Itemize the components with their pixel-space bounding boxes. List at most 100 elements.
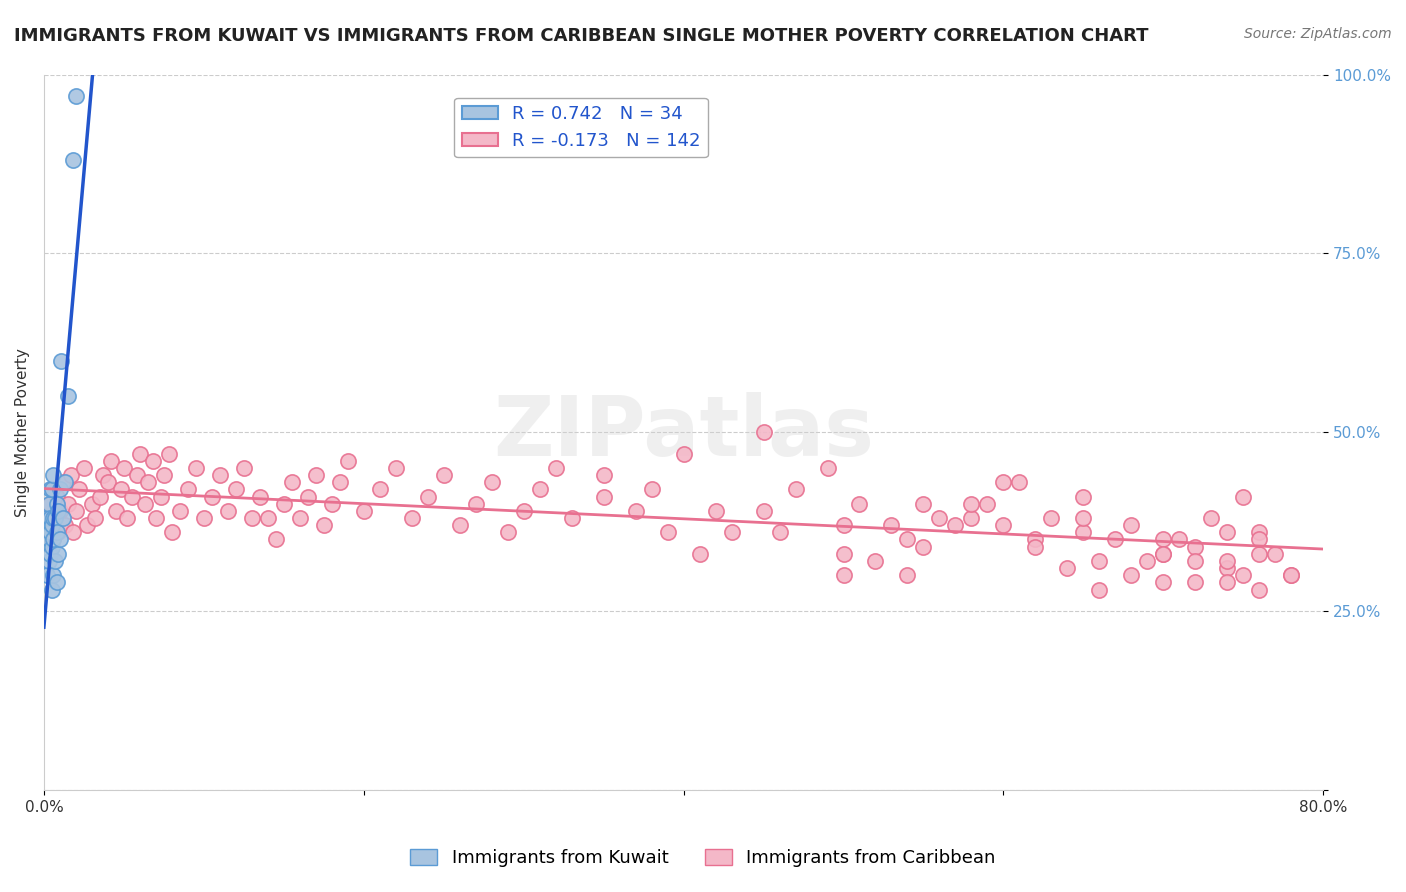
Point bbox=[46, 547, 69, 561]
Point bbox=[1073, 490, 1095, 504]
Point bbox=[45, 497, 67, 511]
Point bbox=[865, 554, 887, 568]
Point bbox=[1264, 547, 1286, 561]
Point bbox=[1168, 533, 1191, 547]
Point bbox=[336, 454, 359, 468]
Point bbox=[38, 554, 60, 568]
Legend: R = 0.742   N = 34, R = -0.173   N = 142: R = 0.742 N = 34, R = -0.173 N = 142 bbox=[454, 98, 709, 157]
Point bbox=[329, 475, 352, 490]
Point bbox=[121, 490, 143, 504]
Point bbox=[1201, 511, 1223, 525]
Point bbox=[45, 575, 67, 590]
Point bbox=[481, 475, 503, 490]
Point bbox=[288, 511, 311, 525]
Point bbox=[464, 497, 486, 511]
Point bbox=[1152, 547, 1174, 561]
Point bbox=[689, 547, 711, 561]
Point bbox=[91, 468, 114, 483]
Point bbox=[76, 518, 98, 533]
Point bbox=[35, 568, 58, 582]
Point bbox=[704, 504, 727, 518]
Point bbox=[1216, 525, 1239, 540]
Point bbox=[41, 483, 63, 497]
Point bbox=[368, 483, 391, 497]
Point bbox=[832, 568, 855, 582]
Point bbox=[62, 153, 84, 168]
Text: ZIPatlas: ZIPatlas bbox=[494, 392, 875, 473]
Point bbox=[1279, 568, 1302, 582]
Point bbox=[1121, 518, 1143, 533]
Point bbox=[1024, 533, 1046, 547]
Point bbox=[41, 483, 63, 497]
Point bbox=[912, 497, 935, 511]
Point bbox=[1152, 547, 1174, 561]
Point bbox=[52, 511, 75, 525]
Point bbox=[110, 483, 132, 497]
Point bbox=[752, 504, 775, 518]
Point bbox=[39, 497, 62, 511]
Legend: Immigrants from Kuwait, Immigrants from Caribbean: Immigrants from Kuwait, Immigrants from … bbox=[404, 841, 1002, 874]
Point bbox=[896, 568, 918, 582]
Point bbox=[42, 568, 65, 582]
Point bbox=[115, 511, 138, 525]
Point bbox=[1056, 561, 1078, 575]
Point bbox=[44, 511, 66, 525]
Point bbox=[1184, 575, 1206, 590]
Point bbox=[1088, 582, 1111, 597]
Point bbox=[35, 511, 58, 525]
Point bbox=[208, 468, 231, 483]
Point bbox=[321, 497, 343, 511]
Point bbox=[1184, 540, 1206, 554]
Point bbox=[38, 497, 60, 511]
Point bbox=[41, 582, 63, 597]
Point bbox=[1008, 475, 1031, 490]
Point bbox=[896, 533, 918, 547]
Point bbox=[142, 454, 165, 468]
Point bbox=[960, 511, 983, 525]
Point bbox=[45, 490, 67, 504]
Point bbox=[225, 483, 247, 497]
Point bbox=[1249, 525, 1271, 540]
Point bbox=[297, 490, 319, 504]
Point bbox=[125, 468, 148, 483]
Point bbox=[49, 533, 72, 547]
Point bbox=[39, 483, 62, 497]
Point bbox=[39, 525, 62, 540]
Point bbox=[1073, 511, 1095, 525]
Point bbox=[264, 533, 287, 547]
Point bbox=[433, 468, 456, 483]
Point bbox=[39, 547, 62, 561]
Point bbox=[60, 468, 83, 483]
Point bbox=[38, 518, 60, 533]
Point bbox=[1232, 490, 1254, 504]
Point bbox=[848, 497, 870, 511]
Point bbox=[720, 525, 742, 540]
Point bbox=[240, 511, 263, 525]
Point bbox=[401, 511, 423, 525]
Point bbox=[62, 525, 84, 540]
Point bbox=[49, 483, 72, 497]
Point bbox=[496, 525, 519, 540]
Point bbox=[1040, 511, 1063, 525]
Point bbox=[42, 533, 65, 547]
Point bbox=[592, 490, 614, 504]
Point bbox=[149, 490, 172, 504]
Point bbox=[49, 504, 72, 518]
Point bbox=[993, 475, 1015, 490]
Text: IMMIGRANTS FROM KUWAIT VS IMMIGRANTS FROM CARIBBEAN SINGLE MOTHER POVERTY CORREL: IMMIGRANTS FROM KUWAIT VS IMMIGRANTS FRO… bbox=[14, 27, 1149, 45]
Point bbox=[65, 504, 87, 518]
Point bbox=[217, 504, 239, 518]
Point bbox=[1073, 525, 1095, 540]
Point bbox=[46, 525, 69, 540]
Point bbox=[112, 461, 135, 475]
Point bbox=[529, 483, 551, 497]
Point bbox=[256, 511, 278, 525]
Point bbox=[384, 461, 406, 475]
Point bbox=[1279, 568, 1302, 582]
Point bbox=[752, 425, 775, 440]
Point bbox=[912, 540, 935, 554]
Point bbox=[785, 483, 807, 497]
Point bbox=[128, 447, 150, 461]
Point bbox=[832, 518, 855, 533]
Point bbox=[45, 525, 67, 540]
